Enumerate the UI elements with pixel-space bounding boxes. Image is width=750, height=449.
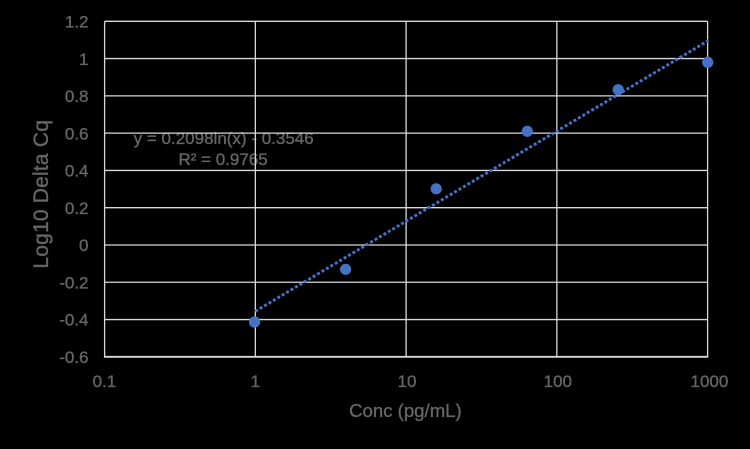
svg-text:1: 1: [79, 50, 88, 69]
svg-text:0.4: 0.4: [65, 162, 89, 181]
svg-text:100: 100: [544, 372, 572, 391]
svg-text:0.8: 0.8: [65, 87, 89, 106]
svg-text:0: 0: [79, 236, 88, 255]
svg-text:R² = 0.9765: R² = 0.9765: [178, 150, 267, 169]
svg-text:-0.2: -0.2: [59, 274, 88, 293]
svg-text:-0.4: -0.4: [59, 311, 88, 330]
svg-text:10: 10: [398, 372, 417, 391]
svg-text:0.2: 0.2: [65, 199, 89, 218]
svg-text:1000: 1000: [690, 372, 728, 391]
svg-text:Log10 Delta Cq: Log10 Delta Cq: [30, 120, 53, 269]
svg-text:1.2: 1.2: [65, 13, 89, 32]
svg-text:y = 0.2098ln(x) - 0.3546: y = 0.2098ln(x) - 0.3546: [134, 129, 314, 148]
svg-text:1: 1: [251, 372, 260, 391]
svg-text:Conc (pg/mL): Conc (pg/mL): [349, 400, 462, 421]
svg-text:-0.6: -0.6: [59, 348, 88, 367]
svg-text:0.6: 0.6: [65, 124, 89, 143]
svg-text:0.1: 0.1: [93, 372, 117, 391]
